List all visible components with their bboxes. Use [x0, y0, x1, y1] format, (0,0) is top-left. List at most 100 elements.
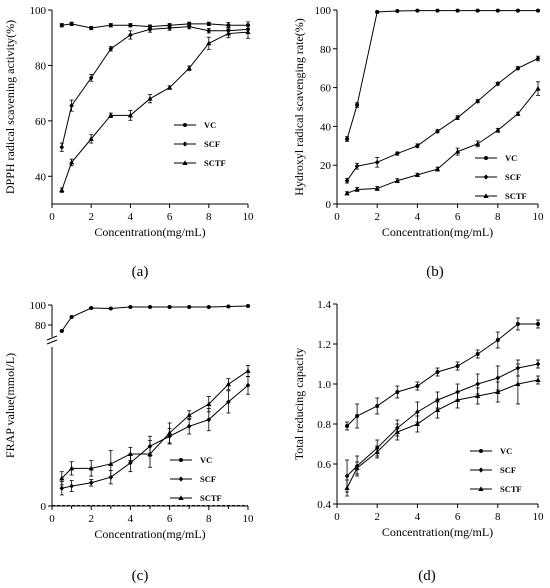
x-tick-label: 10: [533, 211, 545, 223]
x-tick-label: 6: [455, 211, 461, 223]
x-axis-label: Concentration(mg/mL): [382, 525, 493, 539]
x-tick-label: 6: [167, 211, 173, 223]
data-point: [435, 128, 440, 134]
legend: VC SCF SCTF: [174, 120, 226, 168]
data-point: [187, 21, 192, 26]
data-point: [206, 401, 212, 407]
x-tick-label: 0: [49, 211, 55, 223]
x-tick-label: 10: [243, 513, 255, 525]
data-point: [88, 136, 94, 141]
data-point: [515, 381, 521, 386]
data-point: [395, 8, 400, 13]
y-tick-label: 0.8: [317, 419, 331, 431]
legend-label: SCF: [500, 465, 516, 475]
data-point: [206, 305, 211, 309]
series-line: [61, 384, 249, 489]
data-point: [375, 404, 380, 408]
data-point: [415, 143, 420, 149]
data-point: [455, 148, 461, 154]
data-point: [59, 144, 65, 150]
data-point: [186, 24, 192, 30]
data-point: [354, 465, 360, 470]
x-tick-label: 10: [243, 211, 255, 223]
legend-marker: [179, 458, 183, 462]
data-point: [245, 368, 251, 373]
data-point: [167, 84, 173, 90]
x-tick-label: 8: [495, 211, 501, 223]
data-point: [108, 306, 113, 311]
data-point: [475, 141, 481, 146]
data-point: [88, 465, 94, 471]
data-point: [535, 85, 541, 91]
data-point: [415, 409, 420, 415]
y-tick-label: 0.6: [317, 459, 331, 471]
data-point: [515, 322, 520, 326]
data-point: [108, 46, 114, 52]
data-point: [69, 483, 74, 489]
data-point: [394, 177, 400, 183]
legend-marker: [182, 141, 188, 147]
data-point: [415, 384, 420, 388]
data-point: [344, 178, 350, 184]
data-point: [345, 137, 350, 142]
chart-panel-2: 0 2 4 6 8 10020406080100Concentration(mg/mL)H…: [292, 5, 544, 239]
series-scf: [59, 24, 251, 152]
x-tick-label: 4: [415, 511, 421, 523]
legend: VC SCF SCTF: [470, 446, 522, 494]
data-point: [128, 23, 133, 28]
data-point: [435, 370, 440, 374]
data-point: [515, 8, 520, 13]
y-tick-label: 80: [320, 44, 332, 56]
x-tick-label: 4: [128, 513, 134, 525]
y-axis-label: Total reducing capacity: [292, 348, 306, 460]
legend-label: SCF: [505, 172, 521, 182]
data-point: [59, 485, 65, 491]
data-point: [455, 397, 461, 402]
legend-label: SCF: [200, 474, 216, 484]
x-tick-label: 8: [206, 211, 212, 223]
y-axis-label: FRAP value(mmol/L): [3, 353, 17, 458]
data-point: [148, 305, 152, 309]
series-sctf: [59, 25, 251, 193]
y-tick-label: 0: [326, 199, 332, 211]
data-point: [374, 449, 380, 454]
data-point: [434, 166, 441, 172]
y-axis-label: Hydroxyl radical scavenging rate(%): [292, 18, 306, 196]
data-point: [225, 381, 231, 387]
data-point: [495, 8, 500, 13]
data-point: [108, 461, 114, 466]
y-tick-label: 20: [320, 160, 332, 172]
data-point: [69, 159, 75, 165]
data-point: [127, 451, 133, 456]
legend-marker: [479, 449, 483, 453]
y-tick-label: 1.4: [317, 299, 331, 311]
data-point: [395, 390, 400, 394]
x-axis-label: Concentration(mg/mL): [94, 527, 205, 541]
series-vc: [345, 317, 540, 431]
data-point: [147, 451, 153, 456]
axis-break-mark: [46, 335, 58, 341]
data-point: [374, 159, 380, 165]
legend-marker: [483, 174, 489, 180]
data-point: [495, 389, 501, 394]
data-point: [69, 103, 74, 109]
chart-panel-1: 0 2 4 6 8 10 40 60 80 100 Concentration(mg/mL) DPPH…: [3, 5, 254, 239]
x-tick-label: 4: [415, 211, 421, 223]
legend-marker: [178, 476, 184, 482]
data-point: [475, 352, 480, 356]
data-point: [344, 473, 350, 479]
data-point: [147, 26, 153, 32]
panel-label: (a): [132, 264, 149, 280]
x-tick-label: 0: [334, 511, 340, 523]
data-point: [515, 110, 521, 116]
data-point: [536, 8, 540, 13]
data-point: [226, 304, 231, 309]
data-point: [167, 25, 172, 31]
data-point: [147, 95, 153, 101]
data-point: [128, 305, 133, 309]
data-point: [108, 23, 113, 28]
data-point: [455, 8, 460, 13]
data-point: [394, 429, 400, 434]
data-point: [344, 190, 350, 196]
